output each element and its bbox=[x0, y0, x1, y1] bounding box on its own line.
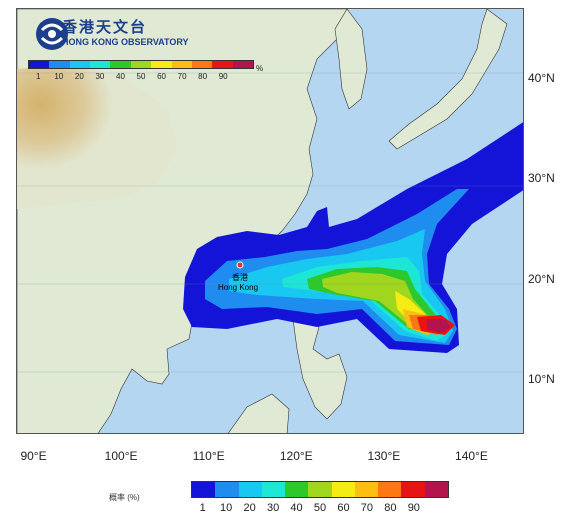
legend-tick-label: 50 bbox=[136, 72, 146, 81]
legend-swatch bbox=[378, 482, 402, 497]
legend-tick-label: 80 bbox=[198, 72, 208, 81]
longitude-label: 110°E bbox=[192, 449, 225, 463]
tibetan-plateau bbox=[17, 64, 177, 209]
bottom-legend-bar bbox=[191, 481, 449, 498]
legend-tick-label: 20 bbox=[243, 502, 256, 514]
legend-swatch bbox=[331, 482, 355, 497]
legend-swatch bbox=[191, 61, 213, 68]
legend-swatch bbox=[110, 61, 131, 68]
legend-tick-label: 90 bbox=[218, 72, 228, 81]
location-label-en: Hong Kong bbox=[218, 283, 259, 292]
legend-swatch bbox=[232, 61, 253, 68]
longitude-label: 90°E bbox=[20, 449, 47, 463]
map-svg bbox=[17, 9, 523, 433]
legend-tick-label: 40 bbox=[116, 72, 125, 81]
legend-swatch bbox=[130, 61, 152, 68]
legend-tick-label: 20 bbox=[74, 72, 84, 81]
legend-swatch bbox=[424, 482, 448, 497]
longitude-label: 100°E bbox=[104, 449, 138, 463]
org-name-en: HONG KONG OBSERVATORY bbox=[62, 37, 189, 47]
legend-swatch bbox=[69, 61, 91, 68]
org-name-zh: 香港天文台 bbox=[62, 19, 148, 36]
legend-swatch bbox=[261, 482, 286, 497]
philippines bbox=[292, 298, 348, 420]
legend-swatch bbox=[151, 61, 172, 68]
legend-swatch bbox=[215, 482, 239, 497]
top-legend-unit: % bbox=[256, 64, 264, 73]
hko-header bbox=[18, 12, 258, 82]
japan bbox=[388, 9, 508, 150]
legend-swatch bbox=[29, 61, 50, 68]
legend-tick-label: 50 bbox=[313, 502, 327, 514]
legend-swatch bbox=[171, 61, 192, 68]
latitude-label: 10°N bbox=[528, 371, 555, 386]
legend-swatch bbox=[308, 482, 332, 497]
legend-swatch bbox=[192, 482, 216, 497]
legend-tick-label: 70 bbox=[360, 502, 374, 514]
legend-tick-label: 60 bbox=[337, 502, 350, 514]
latitude-label: 40°N bbox=[528, 71, 555, 86]
graticule bbox=[17, 72, 523, 373]
location-label-zh: 香港 bbox=[232, 273, 248, 282]
prob-band-peak bbox=[427, 319, 451, 333]
legend-tick-label: 30 bbox=[95, 72, 105, 81]
legend-swatch bbox=[401, 482, 425, 497]
longitude-label: 120°E bbox=[279, 449, 313, 463]
longitude-label: 130°E bbox=[367, 449, 401, 463]
legend-tick-label: 90 bbox=[407, 502, 420, 514]
legend-tick-label: 10 bbox=[220, 502, 233, 514]
korea bbox=[334, 9, 368, 110]
legend-swatch bbox=[212, 61, 233, 68]
legend-swatch bbox=[238, 482, 262, 497]
legend-tick-label: 10 bbox=[54, 72, 64, 81]
top-legend-bar bbox=[28, 60, 254, 69]
hko-logo-icon bbox=[36, 18, 68, 50]
legend-tick-label: 60 bbox=[157, 72, 166, 81]
legend-swatch bbox=[49, 61, 70, 68]
map-area bbox=[16, 8, 524, 434]
legend-tick-label: 40 bbox=[290, 502, 303, 514]
legend-tick-label: 1 bbox=[199, 502, 206, 514]
legend-tick-label: 30 bbox=[266, 502, 280, 514]
borneo bbox=[228, 393, 290, 433]
longitude-label: 140°E bbox=[455, 449, 488, 463]
latitude-label: 30°N bbox=[528, 171, 555, 186]
legend-swatch bbox=[354, 482, 379, 497]
legend-title: 概率 (%) bbox=[109, 493, 140, 502]
legend-tick-label: 70 bbox=[177, 72, 187, 81]
legend-swatch bbox=[285, 482, 309, 497]
legend-tick-label: 80 bbox=[384, 502, 397, 514]
legend-swatch bbox=[90, 61, 111, 68]
legend-tick-label: 1 bbox=[36, 72, 41, 81]
hong-kong-marker bbox=[236, 261, 244, 269]
latitude-label: 20°N bbox=[528, 271, 555, 286]
